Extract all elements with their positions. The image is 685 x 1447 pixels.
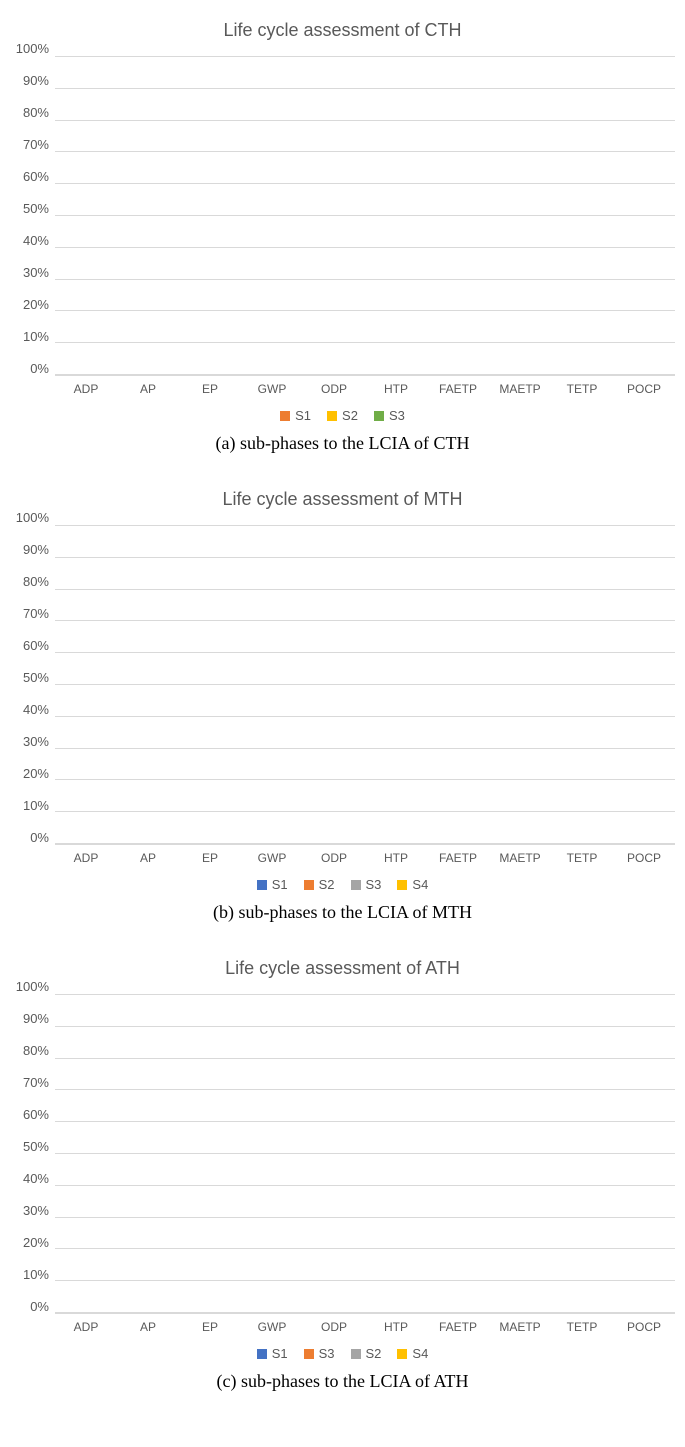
x-tick-label: EP <box>179 845 241 865</box>
legend: S1 S2 S3 S4 <box>10 877 675 892</box>
x-tick-label: FAETP <box>427 1314 489 1334</box>
x-tick-label: TETP <box>551 376 613 396</box>
x-tick-label: FAETP <box>427 376 489 396</box>
legend-item-S3: S3 <box>351 877 382 892</box>
legend-label: S2 <box>366 1346 382 1361</box>
x-tick-label: HTP <box>365 376 427 396</box>
legend-swatch <box>351 1349 361 1359</box>
x-tick-label: EP <box>179 376 241 396</box>
x-tick-label: ODP <box>303 1314 365 1334</box>
y-axis: 100%90%80%70%60%50%40%30%20%10%0% <box>10 994 55 1314</box>
legend-swatch <box>304 880 314 890</box>
x-axis: ADPAPEPGWPODPHTPFAETPMAETPTETPPOCP <box>55 376 675 396</box>
legend: S1 S3 S2 S4 <box>10 1346 675 1361</box>
x-tick-label: AP <box>117 845 179 865</box>
legend-label: S4 <box>412 877 428 892</box>
caption: (b) sub-phases to the LCIA of MTH <box>10 902 675 923</box>
chart-area: 100%90%80%70%60%50%40%30%20%10%0% <box>10 994 675 1314</box>
chart-title: Life cycle assessment of CTH <box>10 20 675 41</box>
x-tick-label: POCP <box>613 1314 675 1334</box>
legend-label: S2 <box>342 408 358 423</box>
x-tick-label: HTP <box>365 845 427 865</box>
legend-swatch <box>397 1349 407 1359</box>
legend-item-S3: S3 <box>304 1346 335 1361</box>
legend-label: S1 <box>272 877 288 892</box>
legend-item-S1: S1 <box>257 1346 288 1361</box>
legend-item-S2: S2 <box>327 408 358 423</box>
legend-item-S2: S2 <box>304 877 335 892</box>
plot <box>55 994 675 1314</box>
x-tick-label: GWP <box>241 845 303 865</box>
x-tick-label: GWP <box>241 376 303 396</box>
x-tick-label: HTP <box>365 1314 427 1334</box>
x-tick-label: ADP <box>55 1314 117 1334</box>
x-tick-label: EP <box>179 1314 241 1334</box>
legend-label: S3 <box>389 408 405 423</box>
legend-swatch <box>351 880 361 890</box>
x-tick-label: ADP <box>55 376 117 396</box>
legend-item-S1: S1 <box>257 877 288 892</box>
bars-container <box>55 56 675 375</box>
plot <box>55 525 675 845</box>
x-tick-label: FAETP <box>427 845 489 865</box>
legend-item-S4: S4 <box>397 877 428 892</box>
chart-mth: Life cycle assessment of MTH 100%90%80%70… <box>10 489 675 923</box>
legend-swatch <box>280 411 290 421</box>
x-axis: ADPAPEPGWPODPHTPFAETPMAETPTETPPOCP <box>55 1314 675 1334</box>
caption: (c) sub-phases to the LCIA of ATH <box>10 1371 675 1392</box>
chart-title: Life cycle assessment of MTH <box>10 489 675 510</box>
legend-swatch <box>257 1349 267 1359</box>
legend-item-S4: S4 <box>397 1346 428 1361</box>
x-tick-label: POCP <box>613 376 675 396</box>
legend-label: S1 <box>272 1346 288 1361</box>
chart-area: 100%90%80%70%60%50%40%30%20%10%0% <box>10 56 675 376</box>
legend-label: S3 <box>366 877 382 892</box>
x-tick-label: ADP <box>55 845 117 865</box>
x-tick-label: MAETP <box>489 376 551 396</box>
legend-item-S3: S3 <box>374 408 405 423</box>
chart-ath: Life cycle assessment of ATH 100%90%80%70… <box>10 958 675 1392</box>
legend-swatch <box>397 880 407 890</box>
x-axis: ADPAPEPGWPODPHTPFAETPMAETPTETPPOCP <box>55 845 675 865</box>
x-tick-label: POCP <box>613 845 675 865</box>
chart-area: 100%90%80%70%60%50%40%30%20%10%0% <box>10 525 675 845</box>
plot <box>55 56 675 376</box>
legend-swatch <box>304 1349 314 1359</box>
legend-swatch <box>257 880 267 890</box>
x-tick-label: AP <box>117 376 179 396</box>
x-tick-label: AP <box>117 1314 179 1334</box>
legend: S1 S2 S3 <box>10 408 675 423</box>
chart-cth: Life cycle assessment of CTH 100%90%80%70… <box>10 20 675 454</box>
y-axis: 100%90%80%70%60%50%40%30%20%10%0% <box>10 56 55 376</box>
legend-label: S2 <box>319 877 335 892</box>
legend-item-S1: S1 <box>280 408 311 423</box>
legend-label: S4 <box>412 1346 428 1361</box>
x-tick-label: GWP <box>241 1314 303 1334</box>
legend-item-S2: S2 <box>351 1346 382 1361</box>
x-tick-label: TETP <box>551 845 613 865</box>
legend-swatch <box>374 411 384 421</box>
legend-label: S1 <box>295 408 311 423</box>
bars-container <box>55 994 675 1313</box>
x-tick-label: ODP <box>303 845 365 865</box>
legend-label: S3 <box>319 1346 335 1361</box>
caption: (a) sub-phases to the LCIA of CTH <box>10 433 675 454</box>
x-tick-label: ODP <box>303 376 365 396</box>
x-tick-label: TETP <box>551 1314 613 1334</box>
x-tick-label: MAETP <box>489 1314 551 1334</box>
bars-container <box>55 525 675 844</box>
x-tick-label: MAETP <box>489 845 551 865</box>
legend-swatch <box>327 411 337 421</box>
y-axis: 100%90%80%70%60%50%40%30%20%10%0% <box>10 525 55 845</box>
chart-title: Life cycle assessment of ATH <box>10 958 675 979</box>
